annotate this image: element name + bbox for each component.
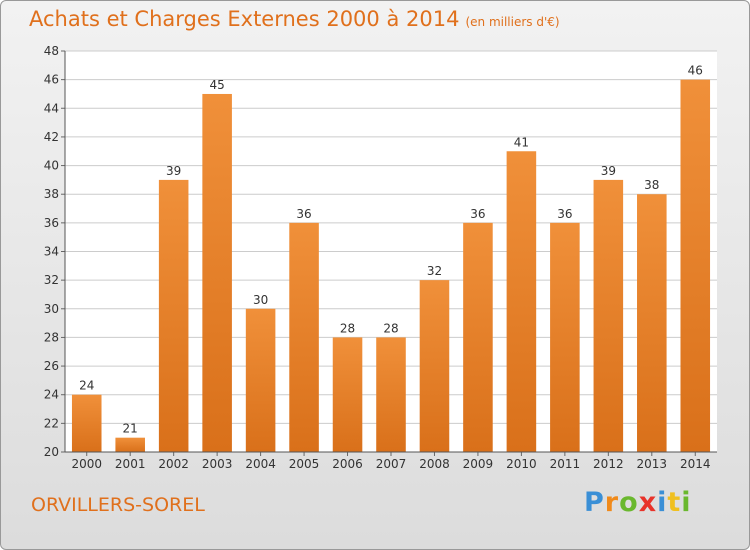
- x-tick-label: 2013: [637, 457, 668, 471]
- bar-value-label: 41: [514, 135, 529, 149]
- x-tick-label: 2004: [245, 457, 276, 471]
- chart-title-text: Achats et Charges Externes 2000 à 2014: [29, 7, 460, 31]
- x-tick-label: 2001: [115, 457, 146, 471]
- x-tick-label: 2009: [463, 457, 494, 471]
- y-tick-label: 22: [44, 416, 59, 430]
- bar: [637, 194, 667, 452]
- y-tick-label: 32: [44, 273, 59, 287]
- bar: [115, 437, 145, 452]
- bar-value-label: 24: [79, 379, 94, 393]
- bar: [71, 394, 102, 452]
- logo-letter: o: [619, 487, 639, 518]
- y-tick-label: 38: [44, 187, 59, 201]
- y-tick-label: 42: [44, 130, 59, 144]
- x-tick-label: 2002: [158, 457, 189, 471]
- y-tick-label: 30: [44, 302, 59, 316]
- logo-letter: t: [667, 487, 682, 518]
- logo-letter: P: [584, 487, 605, 518]
- x-tick-label: 2000: [71, 457, 102, 471]
- logo-letter: i: [681, 487, 692, 518]
- y-tick-label: 46: [44, 73, 59, 87]
- bar: [245, 308, 276, 452]
- y-tick-label: 24: [44, 388, 59, 402]
- bar-value-label: 21: [123, 422, 138, 436]
- x-tick-label: 2014: [680, 457, 711, 471]
- x-tick-label: 2008: [419, 457, 450, 471]
- location-name: ORVILLERS-SOREL: [31, 494, 205, 516]
- chart-title: Achats et Charges Externes 2000 à 2014 (e…: [29, 7, 560, 31]
- bar: [158, 179, 189, 452]
- x-tick-label: 2012: [593, 457, 624, 471]
- bar: [463, 222, 493, 452]
- chart-subtitle: (en milliers d'€): [465, 15, 560, 29]
- y-tick-label: 20: [44, 445, 59, 459]
- y-tick-label: 34: [44, 245, 59, 259]
- bar-value-label: 39: [601, 164, 616, 178]
- logo-letter: i: [657, 487, 668, 518]
- bar: [376, 337, 406, 452]
- x-tick-label: 2010: [506, 457, 537, 471]
- bar: [202, 93, 232, 452]
- bar-value-label: 28: [340, 321, 355, 335]
- bar: [332, 337, 363, 452]
- bar-value-label: 36: [296, 207, 311, 221]
- logo-letter: r: [604, 487, 620, 518]
- bar-value-label: 45: [209, 78, 224, 92]
- bar-value-label: 36: [557, 207, 572, 221]
- x-tick-label: 2006: [332, 457, 363, 471]
- y-tick-label: 48: [44, 44, 59, 58]
- bar: [419, 280, 450, 452]
- y-tick-label: 36: [44, 216, 59, 230]
- y-tick-label: 40: [44, 159, 59, 173]
- x-tick-label: 2011: [550, 457, 581, 471]
- bar-value-label: 46: [688, 64, 703, 78]
- y-tick-label: 28: [44, 330, 59, 344]
- bar-value-label: 28: [383, 321, 398, 335]
- bar-value-label: 39: [166, 164, 181, 178]
- logo-letter: x: [638, 487, 658, 518]
- x-tick-label: 2003: [202, 457, 233, 471]
- x-tick-label: 2005: [289, 457, 320, 471]
- bar: [506, 151, 537, 452]
- bar-value-label: 36: [470, 207, 485, 221]
- y-tick-label: 26: [44, 359, 59, 373]
- proxiti-logo: Proxiti: [584, 487, 692, 518]
- bar-value-label: 32: [427, 264, 442, 278]
- y-tick-label: 44: [44, 101, 59, 115]
- bar-value-label: 30: [253, 293, 268, 307]
- bar: [680, 79, 711, 453]
- bar: [550, 222, 580, 452]
- bar: [289, 222, 319, 452]
- x-tick-label: 2007: [376, 457, 407, 471]
- bar: [593, 179, 624, 452]
- bar-value-label: 38: [644, 178, 659, 192]
